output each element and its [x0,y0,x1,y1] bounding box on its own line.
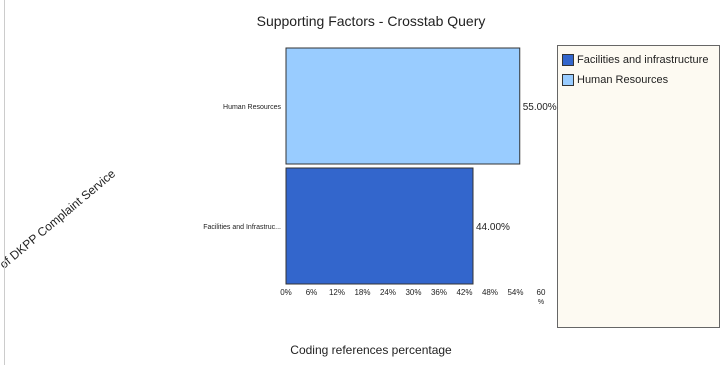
data-label-0: 55.00% [523,102,557,113]
bars-layer [285,47,521,285]
x-axis-unit: % [538,299,544,306]
frame-left-line [4,0,5,365]
legend: Facilities and infrastructure Human Reso… [557,45,720,328]
x-tick-label-8: 48% [482,288,498,297]
category-label-0: Human Resources [223,104,281,111]
legend-label-facilities: Facilities and infrastructure [577,54,709,66]
x-tick-label-9: 54% [507,288,523,297]
x-tick-label-7: 42% [456,288,472,297]
category-labels: Human Resources Facilities and Infrastruc… [203,104,281,231]
data-label-1: 44.00% [476,222,510,233]
legend-swatch-facilities [562,54,574,66]
data-labels: 55.00% 44.00% [476,102,557,233]
legend-item-human-resources: Human Resources [562,74,668,86]
bar-1 [285,167,474,285]
chart-title: Supporting Factors - Crosstab Query [257,13,486,29]
x-tick-label-2: 12% [329,288,345,297]
x-tick-label-1: 6% [306,288,318,297]
x-tick-label-10: 60 [537,288,546,297]
category-label-1: Facilities and Infrastruc... [203,224,281,231]
legend-item-facilities: Facilities and infrastructure [562,54,708,66]
x-tick-label-6: 36% [431,288,447,297]
bar-0 [285,47,521,165]
x-axis-ticks: 0% 6% 12% 18% 24% 30% 36% 42% 48% 54% 60 [280,288,546,297]
x-tick-label-0: 0% [280,288,292,297]
legend-swatch-human-resources [562,74,574,86]
legend-label-human-resources: Human Resources [577,74,669,86]
x-axis-title: Coding references percentage [290,343,452,357]
x-tick-label-5: 30% [405,288,421,297]
x-tick-label-3: 18% [354,288,370,297]
x-tick-label-4: 24% [380,288,396,297]
y-axis-title: of DKPP Complaint Service [0,166,118,271]
